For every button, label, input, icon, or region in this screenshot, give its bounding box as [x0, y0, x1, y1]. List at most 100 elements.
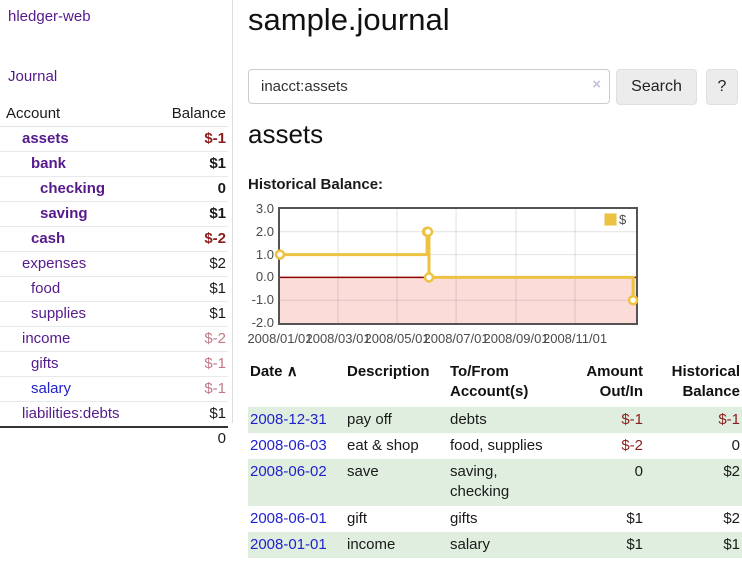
account-row: bank $1	[0, 151, 228, 177]
account-link-income[interactable]: income	[22, 330, 71, 347]
column-header-amount: Amount Out/In	[586, 363, 643, 401]
register-table: Date ∧ Description To/From Account(s) Am…	[248, 360, 742, 558]
sidebar-divider	[232, 0, 233, 423]
register-description: save	[347, 463, 379, 480]
account-balance: $1	[150, 401, 228, 428]
register-date-link[interactable]: 2008-01-01	[250, 535, 327, 553]
account-link-expenses[interactable]: expenses	[22, 255, 87, 272]
register-accounts: gifts	[450, 509, 478, 527]
register-balance: $-1	[718, 410, 740, 428]
register-row: 2008-06-01 gift gifts $1 $2	[248, 506, 742, 532]
account-balance: $1	[150, 301, 228, 327]
account-row: food $1	[0, 276, 228, 302]
search-input[interactable]	[248, 69, 610, 104]
register-date-link[interactable]: 2008-12-31	[250, 410, 327, 428]
register-date-link[interactable]: 2008-06-03	[250, 436, 327, 454]
register-date-link[interactable]: 2008-06-01	[250, 509, 327, 527]
account-balance: 0	[150, 176, 228, 202]
register-amount: 0	[634, 463, 643, 480]
y-axis-tick: -1.0	[251, 292, 274, 308]
column-header-date[interactable]: Date ∧	[250, 363, 298, 380]
page-title: sample.journal	[248, 2, 450, 37]
account-row: salary $-1	[0, 376, 228, 402]
register-accounts: saving, checking	[450, 463, 510, 501]
brand-link[interactable]: hledger-web	[8, 8, 91, 25]
account-row: liabilities:debts $1	[0, 401, 228, 428]
balance-chart: $ 3.0 2.0 1.0 0.0 -1.0 -2.0 2008/01/01 2008/03/…	[247, 201, 718, 352]
account-tree: Account Balance assets $-1 bank $1 checking 0…	[0, 102, 228, 451]
register-row: 2008-06-03 eat & shop food, supplies $-2 0	[248, 433, 742, 459]
x-axis-tick: 2008/01/01	[247, 331, 313, 346]
y-axis-tick: 3.0	[255, 201, 274, 216]
register-balance: $2	[723, 463, 740, 480]
account-link-assets[interactable]: assets	[22, 130, 69, 147]
account-balance: $-1	[150, 126, 228, 152]
account-row: income $-2	[0, 326, 228, 352]
column-header-balance: Historical Balance	[671, 363, 740, 401]
account-link-checking[interactable]: checking	[40, 180, 106, 197]
account-tree-total: 0	[150, 426, 228, 451]
account-balance: $1	[150, 201, 228, 227]
register-amount: $-1	[621, 410, 643, 428]
account-link-bank[interactable]: bank	[31, 155, 67, 172]
chart-title: Historical Balance:	[248, 176, 384, 193]
register-description: gift	[347, 509, 368, 527]
account-row: checking 0	[0, 176, 228, 202]
clear-search-icon[interactable]: ×	[592, 76, 601, 93]
account-link-salary[interactable]: salary	[31, 380, 72, 397]
register-row: 2008-01-01 income salary $1 $1	[248, 531, 742, 558]
register-balance: $2	[723, 509, 740, 527]
register-accounts: debts	[450, 410, 487, 428]
account-link-cash[interactable]: cash	[31, 230, 66, 247]
account-column-header: Account	[0, 102, 151, 127]
x-axis-tick: 2008/03/01	[305, 331, 371, 346]
account-balance: $-2	[150, 326, 228, 352]
search-button[interactable]: Search	[616, 69, 697, 105]
x-axis-tick: 2008/07/01	[423, 331, 489, 346]
register-description: income	[347, 535, 396, 553]
account-tree-header-row: Account Balance	[0, 102, 228, 127]
account-balance: $1	[150, 276, 228, 302]
help-button[interactable]: ?	[706, 69, 738, 105]
y-axis-tick: -2.0	[251, 315, 274, 330]
register-description: eat & shop	[347, 436, 419, 454]
main-content: sample.journal × Search ? assets Histori…	[247, 0, 742, 582]
account-row: expenses $2	[0, 251, 228, 277]
account-balance: $-2	[150, 226, 228, 252]
account-link-gifts[interactable]: gifts	[31, 355, 59, 372]
account-link-food[interactable]: food	[31, 280, 61, 297]
sidebar-item-journal[interactable]: Journal	[8, 68, 58, 85]
y-axis-tick: 1.0	[255, 246, 274, 262]
y-axis-tick: 0.0	[255, 269, 274, 285]
account-balance: $1	[150, 151, 228, 177]
account-row: saving $1	[0, 201, 228, 227]
register-body: 2008-12-31 pay off debts $-1 $-1 2008-06-03 ea…	[248, 406, 742, 558]
account-row: gifts $-1	[0, 351, 228, 377]
account-balance: $-1	[150, 376, 228, 402]
sidebar: hledger-web Journal Account Balance asse…	[0, 0, 232, 582]
register-row: 2008-12-31 pay off debts $-1 $-1	[248, 406, 742, 433]
register-amount: $1	[626, 509, 643, 527]
x-axis-tick: 2008/09/01	[483, 331, 549, 346]
register-accounts: salary	[450, 535, 491, 553]
account-row: supplies $1	[0, 301, 228, 327]
search-form: × Search ?	[248, 69, 742, 105]
account-link-saving[interactable]: saving	[40, 205, 88, 222]
account-tree-total-row: 0	[0, 426, 228, 451]
account-link-supplies[interactable]: supplies	[31, 305, 87, 322]
sort-ascending-icon: ∧	[286, 363, 298, 380]
column-header-description: Description	[347, 363, 430, 380]
account-link-liabilities-debts[interactable]: liabilities:debts	[22, 405, 120, 422]
register-date-link[interactable]: 2008-06-02	[250, 463, 327, 480]
account-balance: $-1	[150, 351, 228, 377]
account-heading: assets	[248, 119, 324, 149]
register-accounts: food, supplies	[450, 436, 543, 454]
account-row: cash $-2	[0, 226, 228, 252]
register-amount: $-2	[621, 436, 643, 454]
register-balance: 0	[731, 436, 740, 454]
register-row: 2008-06-02 save saving, checking 0 $2	[248, 459, 742, 506]
chart-legend: $	[604, 212, 626, 227]
account-tree-body: assets $-1 bank $1 checking 0 saving $1 cash $-2 e…	[0, 126, 228, 428]
register-header-row: Date ∧ Description To/From Account(s) Am…	[248, 360, 742, 407]
register-description: pay off	[347, 410, 392, 428]
